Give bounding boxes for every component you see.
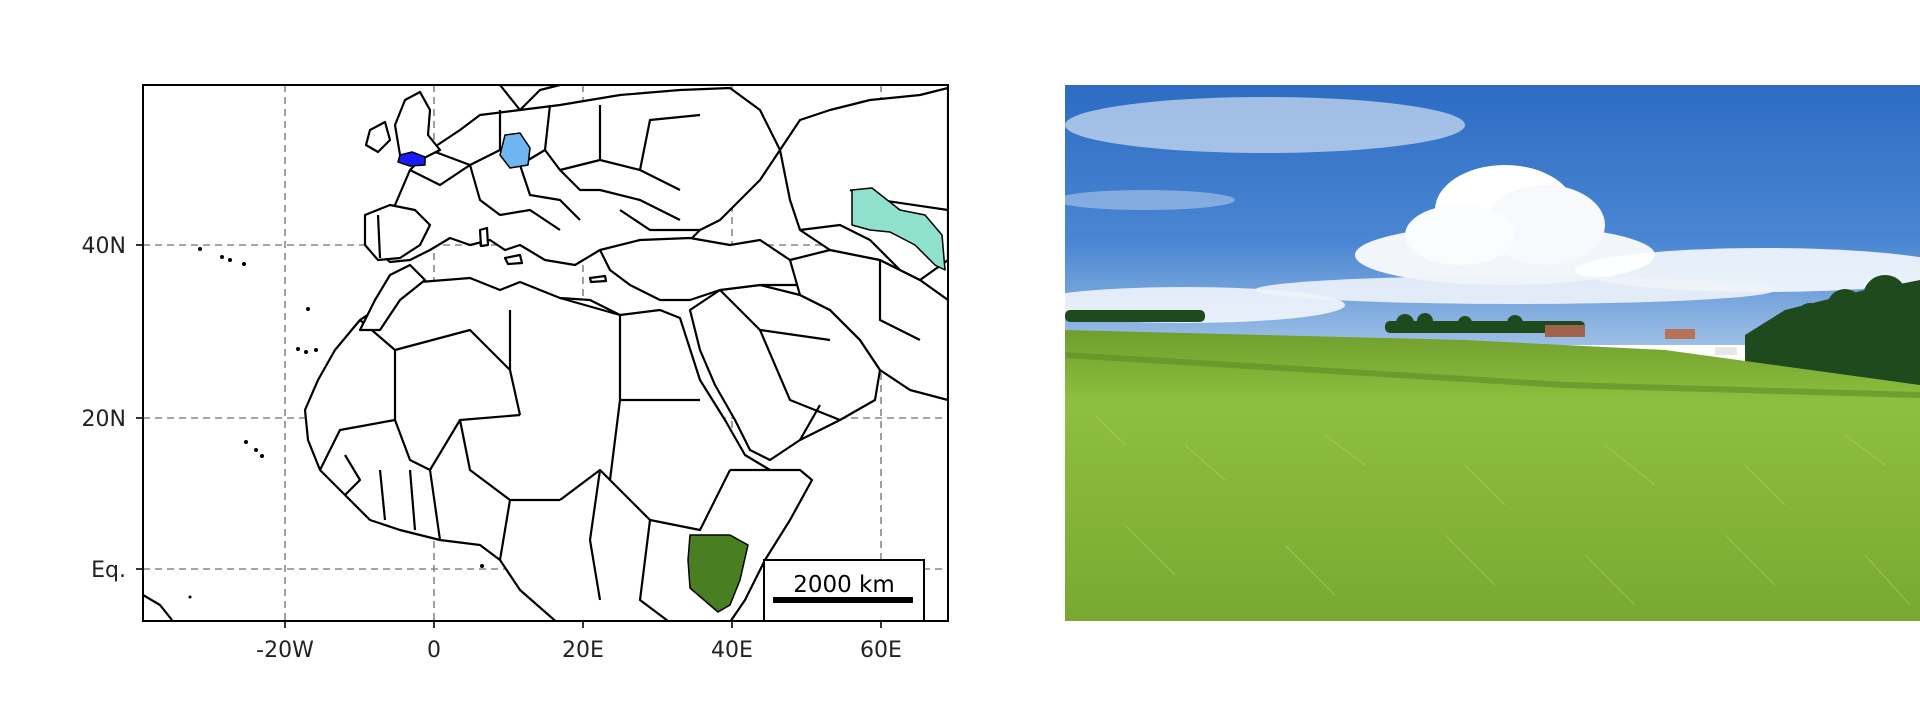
wheat-field xyxy=(1065,330,1920,621)
cumulus-tower-2 xyxy=(1485,185,1605,265)
cloud-wisp-top-left xyxy=(1065,97,1465,153)
island-saotome xyxy=(480,564,484,568)
lat-tick-label: 20N xyxy=(82,407,126,432)
highlight-uzbekistan xyxy=(851,187,946,271)
highlight-brittany xyxy=(397,151,426,167)
highlight-germany xyxy=(499,132,531,169)
island-canary-1 xyxy=(296,347,300,351)
europe-borders xyxy=(409,104,701,232)
island-capeverde-1 xyxy=(244,440,248,444)
highlight-kenya xyxy=(687,534,749,613)
cloud-wisp-left xyxy=(1065,190,1235,210)
landscape-photo xyxy=(1065,85,1920,621)
lon-tick-labels: -20W 0 20E 40E 60E xyxy=(256,638,902,663)
portugal-border xyxy=(376,214,382,259)
scandinavia-landmass xyxy=(498,85,562,112)
scale-bar-line xyxy=(773,597,913,603)
africa-borders xyxy=(319,296,770,621)
island-azores-2 xyxy=(220,255,224,259)
cumulus-tower-3 xyxy=(1405,205,1515,265)
anatolia-landmass xyxy=(598,236,802,302)
lon-tick-label: 0 xyxy=(427,638,441,663)
morocco-landmass xyxy=(358,263,427,332)
farmhouses xyxy=(1545,325,1737,355)
island-azores-4 xyxy=(242,262,246,266)
scale-bar-label: 2000 km xyxy=(793,572,895,598)
lat-tick-labels: 40N 20N Eq. xyxy=(82,234,126,583)
scale-bar: 2000 km xyxy=(763,559,925,622)
sardinia xyxy=(478,226,490,248)
africa-landmass xyxy=(303,276,814,621)
land-shapes xyxy=(143,85,948,621)
wheat-texture xyxy=(1094,414,1911,606)
crete xyxy=(588,274,608,284)
island-capeverde-2 xyxy=(254,448,258,452)
sicily xyxy=(503,253,524,266)
lon-tick-label: 40E xyxy=(711,638,753,663)
lon-tick-label: -20W xyxy=(256,638,314,663)
island-azores-1 xyxy=(198,247,202,251)
lon-tick-label: 20E xyxy=(562,638,604,663)
lat-tick-label: Eq. xyxy=(91,558,126,583)
island-capeverde-3 xyxy=(260,454,264,458)
field-ridge xyxy=(1065,352,1920,398)
map-panel: 2000 km -20W 0 20E 40E 60E 40N 20N Eq. xyxy=(82,84,949,663)
cloud-band-mid xyxy=(1255,276,1775,304)
island-madeira xyxy=(306,307,310,311)
island-canary-3 xyxy=(314,348,318,352)
treeline xyxy=(1065,275,1920,385)
lat-tick-label: 40N xyxy=(82,234,126,259)
scale-bar-box xyxy=(763,559,925,622)
island-st-helena xyxy=(188,595,192,599)
ireland-landmass xyxy=(364,120,392,154)
lon-tick-label: 60E xyxy=(860,638,902,663)
tick-marks xyxy=(136,244,882,628)
iberia-landmass xyxy=(363,203,432,262)
island-azores-3 xyxy=(228,258,232,262)
atlantic-islands xyxy=(188,247,484,599)
map-frame xyxy=(142,84,949,622)
arabia-borders xyxy=(719,289,841,441)
clouds xyxy=(1065,97,1920,323)
europe-landmass xyxy=(363,86,782,267)
brazil-coast xyxy=(143,594,173,621)
island-canary-2 xyxy=(304,350,308,354)
